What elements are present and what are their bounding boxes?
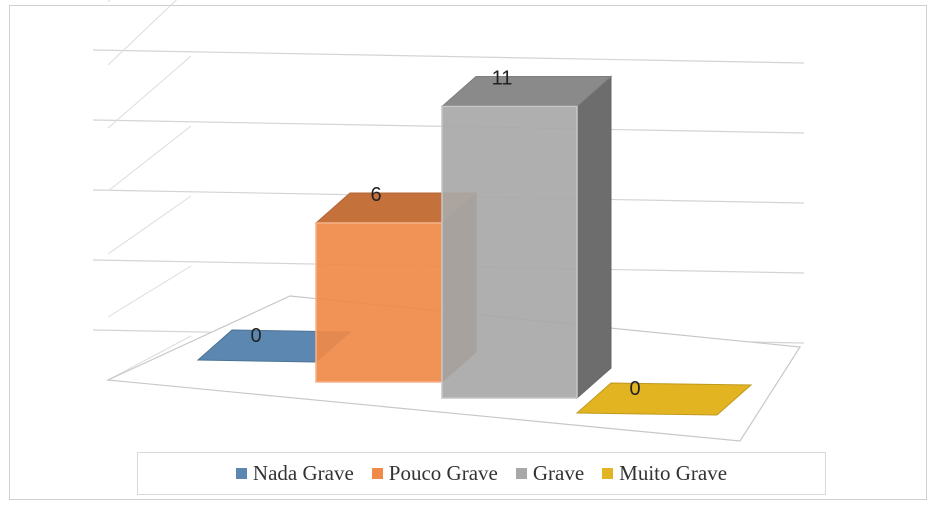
legend-label: Pouco Grave bbox=[388, 461, 498, 485]
gridline-back bbox=[92, 49, 805, 64]
gridline-side bbox=[107, 125, 192, 192]
legend-swatch bbox=[235, 468, 247, 479]
legend-swatch bbox=[371, 468, 383, 479]
gridline-side bbox=[107, 0, 178, 66]
legend: Nada Grave Pouco Grave Grave Muito Grave bbox=[137, 452, 826, 495]
gridline-side bbox=[107, 55, 192, 129]
legend-item: Muito Grave bbox=[602, 461, 727, 486]
legend-swatch bbox=[515, 468, 527, 479]
gridline-side bbox=[107, 195, 192, 255]
legend-label: Nada Grave bbox=[252, 461, 354, 485]
legend-label: Muito Grave bbox=[619, 461, 728, 485]
gridline-side bbox=[107, 265, 192, 318]
gridline-side bbox=[107, 0, 111, 3]
legend-swatch bbox=[602, 468, 614, 479]
bar-1 bbox=[315, 222, 443, 383]
data-label-1: 6 bbox=[370, 184, 381, 206]
legend-item: Grave bbox=[515, 461, 585, 486]
legend-item: Nada Grave bbox=[235, 461, 354, 486]
data-label-2: 11 bbox=[492, 68, 513, 90]
bar-side-2 bbox=[576, 75, 612, 400]
data-label-3: 0 bbox=[629, 378, 640, 400]
legend-label: Grave bbox=[532, 461, 585, 485]
gridline-side bbox=[107, 335, 192, 381]
data-label-0: 0 bbox=[250, 325, 261, 347]
bar-2 bbox=[441, 105, 578, 399]
bar-3 bbox=[575, 382, 753, 416]
legend-item: Pouco Grave bbox=[371, 461, 498, 486]
